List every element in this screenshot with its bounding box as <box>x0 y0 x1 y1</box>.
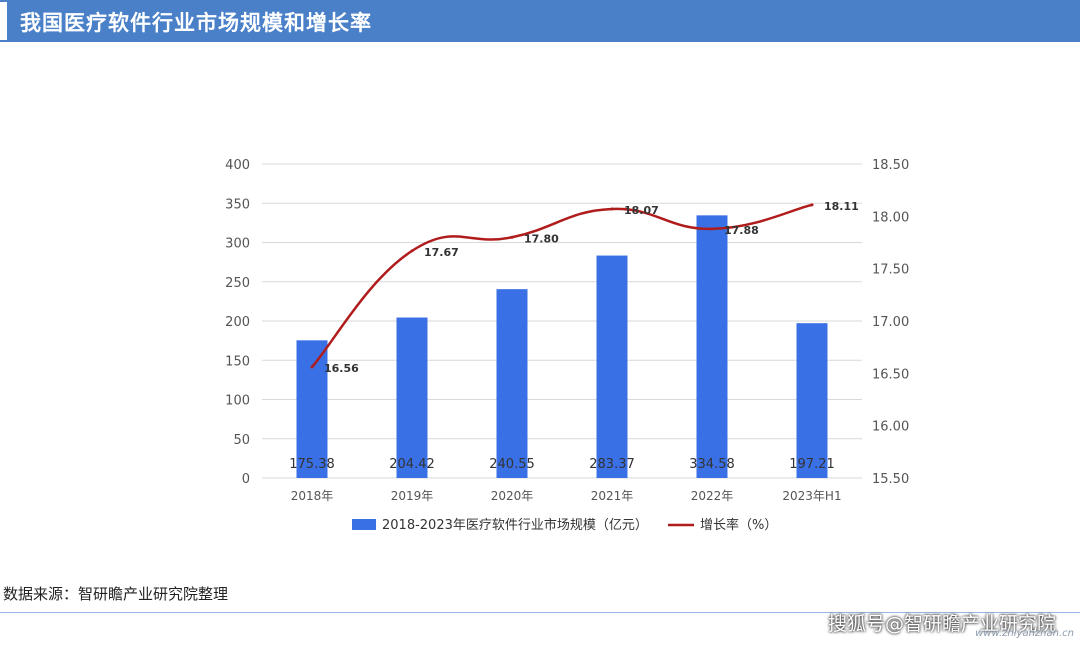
footer-url: www.zhiyanzhan.cn <box>975 628 1074 639</box>
y-left-tick-label: 150 <box>225 354 250 369</box>
source-note: 数据来源：智研瞻产业研究院整理 <box>3 585 229 603</box>
legend-swatch-bar <box>352 519 376 530</box>
y-right-tick-label: 16.00 <box>872 420 909 435</box>
x-tick-label: 2018年 <box>291 489 334 503</box>
y-right-tick-label: 17.00 <box>872 315 909 330</box>
growth-rate-point <box>510 235 514 239</box>
line-series <box>310 203 814 369</box>
bar-value-label: 197.21 <box>789 457 835 472</box>
line-value-label: 18.11 <box>824 200 859 213</box>
bar <box>796 323 828 478</box>
data-labels: 175.38 204.42 240.55 283.37 334.58 197.21 16.5… <box>289 200 859 472</box>
x-tick-label: 2023年H1 <box>782 489 841 503</box>
legend: 2018-2023年医疗软件行业市场规模（亿元） 增长率（%） <box>352 517 777 533</box>
growth-rate-point <box>410 249 414 253</box>
y-right-tick-label: 18.50 <box>872 158 909 173</box>
bottom-divider <box>0 612 1080 613</box>
bar-value-label: 175.38 <box>289 457 335 472</box>
x-tick-label: 2020年 <box>491 489 534 503</box>
growth-rate-point <box>610 207 614 211</box>
y-right-tick-label: 17.50 <box>872 263 909 278</box>
bar <box>496 289 528 478</box>
line-value-label: 17.80 <box>524 232 559 245</box>
grid-lines <box>262 163 862 479</box>
line-value-label: 16.56 <box>324 362 359 375</box>
y-right-tick-label: 18.00 <box>872 210 909 225</box>
y-left-tick-label: 300 <box>225 237 250 252</box>
y-left-tick-label: 250 <box>225 276 250 291</box>
bar <box>296 340 328 478</box>
bar <box>696 215 728 478</box>
growth-rate-point <box>810 203 814 207</box>
axis-labels: 0 50 100 150 200 250 300 350 400 15.50 16.00 16.50 1… <box>225 158 909 503</box>
y-left-tick-label: 350 <box>225 197 250 212</box>
bar <box>596 255 628 478</box>
y-right-tick-label: 16.50 <box>872 367 909 382</box>
y-right-tick-label: 15.50 <box>872 472 909 487</box>
legend-label-line: 增长率（%） <box>700 517 777 533</box>
bar-series <box>296 215 828 478</box>
bar <box>396 317 428 478</box>
x-tick-label: 2021年 <box>591 489 634 503</box>
y-left-tick-label: 0 <box>242 472 250 487</box>
y-left-tick-label: 400 <box>225 158 250 173</box>
line-value-label: 17.88 <box>724 224 759 237</box>
bar-value-label: 283.37 <box>589 457 635 472</box>
title-bar: 我国医疗软件行业市场规模和增长率 <box>0 0 1080 42</box>
growth-rate-point <box>310 365 314 369</box>
y-left-tick-label: 200 <box>225 315 250 330</box>
page-title: 我国医疗软件行业市场规模和增长率 <box>20 11 372 35</box>
bar-value-label: 204.42 <box>389 457 435 472</box>
y-left-tick-label: 50 <box>233 433 250 448</box>
growth-rate-point <box>710 227 714 231</box>
line-value-label: 18.07 <box>624 204 659 217</box>
bar-value-label: 334.58 <box>689 457 735 472</box>
legend-label-bar: 2018-2023年医疗软件行业市场规模（亿元） <box>382 517 648 533</box>
x-tick-label: 2022年 <box>691 489 734 503</box>
title-accent <box>0 2 7 40</box>
footer-brand: 搜狐号@智研瞻产业研究院 <box>827 613 1056 635</box>
growth-rate-line <box>311 203 813 368</box>
y-left-tick-label: 100 <box>225 394 250 409</box>
line-value-label: 17.67 <box>424 246 459 259</box>
x-tick-label: 2019年 <box>391 489 434 503</box>
bar-value-label: 240.55 <box>489 457 535 472</box>
